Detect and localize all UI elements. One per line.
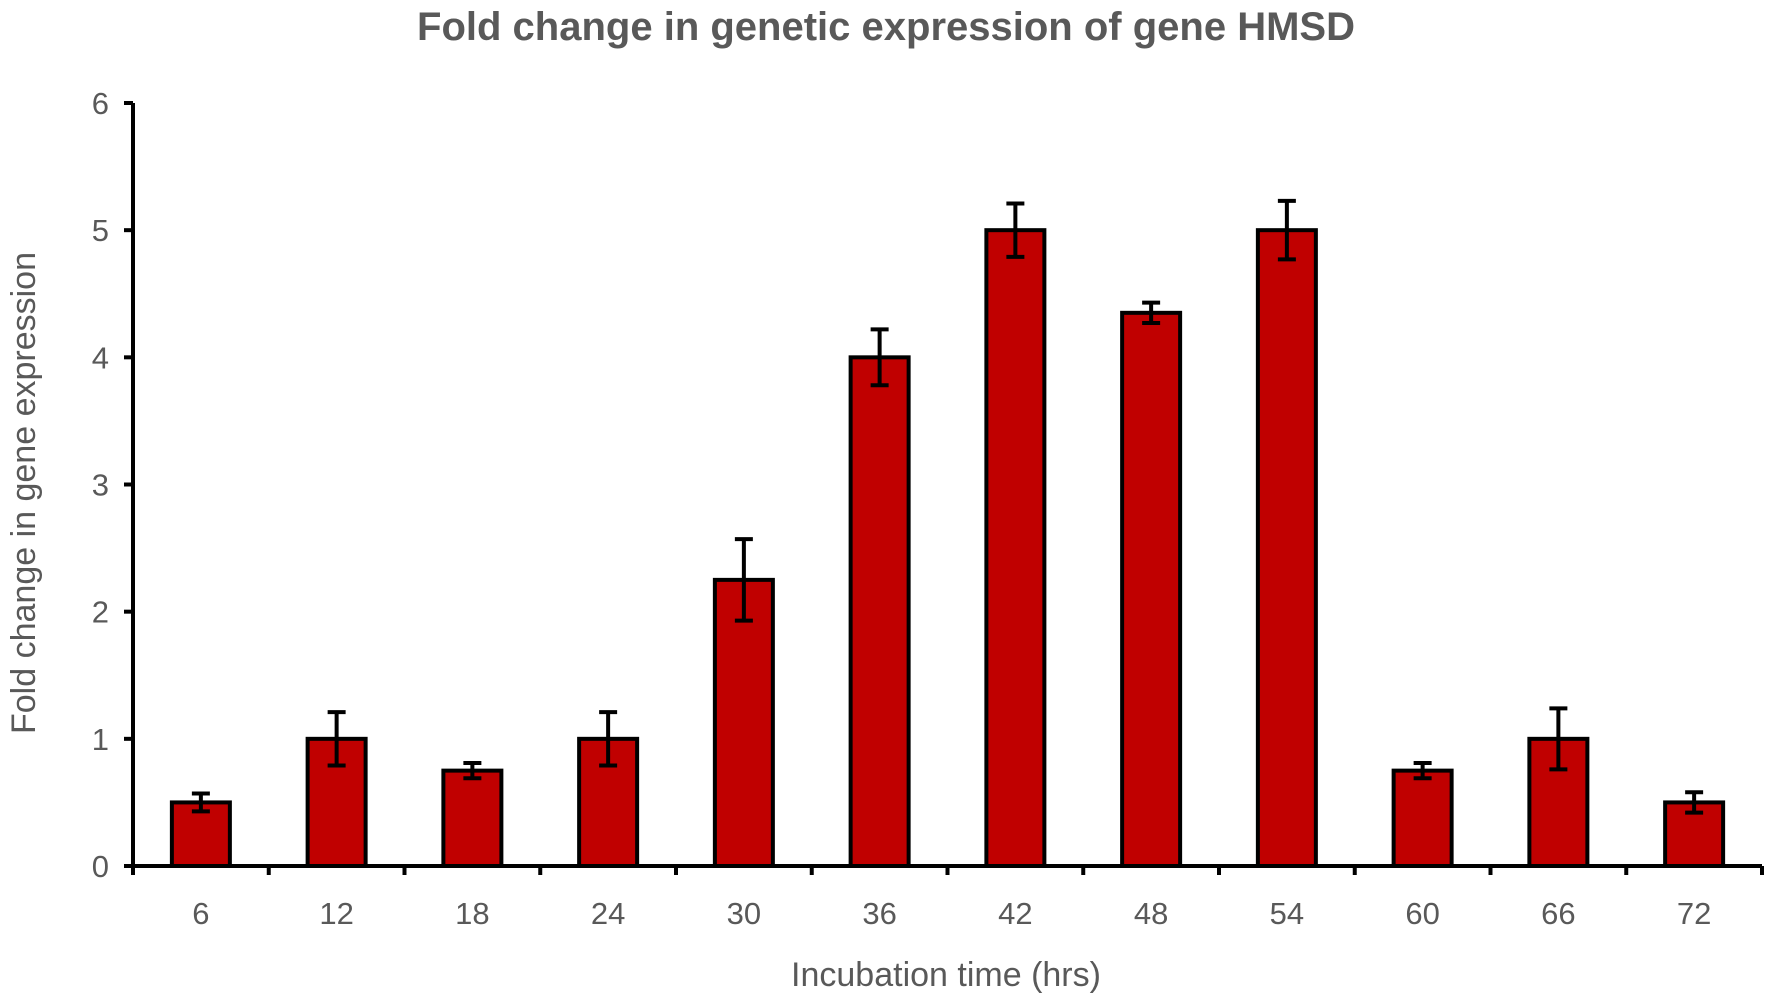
x-tick-label: 36 bbox=[862, 896, 896, 931]
x-tick-label: 48 bbox=[1134, 896, 1168, 931]
bar bbox=[441, 768, 504, 868]
chart-title: Fold change in genetic expression of gen… bbox=[417, 5, 1355, 49]
bar bbox=[1255, 228, 1318, 868]
y-tick-label: 2 bbox=[92, 595, 109, 630]
y-tick-label: 3 bbox=[92, 468, 109, 503]
x-tick-label: 6 bbox=[192, 896, 209, 931]
x-tick-label: 54 bbox=[1270, 896, 1304, 931]
x-tick-label: 42 bbox=[998, 896, 1032, 931]
x-tick-label: 12 bbox=[319, 896, 353, 931]
y-tick-label: 6 bbox=[92, 86, 109, 121]
bar bbox=[1120, 310, 1183, 868]
x-tick-label: 72 bbox=[1677, 896, 1711, 931]
bar bbox=[1391, 768, 1454, 868]
x-tick-label: 18 bbox=[455, 896, 489, 931]
bar bbox=[984, 228, 1047, 868]
x-axis-label: Incubation time (hrs) bbox=[791, 956, 1101, 994]
bar bbox=[712, 577, 775, 868]
y-axis-label: Fold change in gene expression bbox=[5, 252, 43, 734]
x-tick-label: 60 bbox=[1405, 896, 1439, 931]
x-tick-label: 30 bbox=[727, 896, 761, 931]
y-tick-label: 0 bbox=[92, 849, 109, 884]
y-tick-label: 1 bbox=[92, 722, 109, 757]
x-tick-label: 24 bbox=[591, 896, 625, 931]
x-tick-label: 66 bbox=[1541, 896, 1575, 931]
y-tick-label: 5 bbox=[92, 213, 109, 248]
bar bbox=[848, 355, 911, 868]
y-tick-label: 4 bbox=[92, 340, 109, 375]
